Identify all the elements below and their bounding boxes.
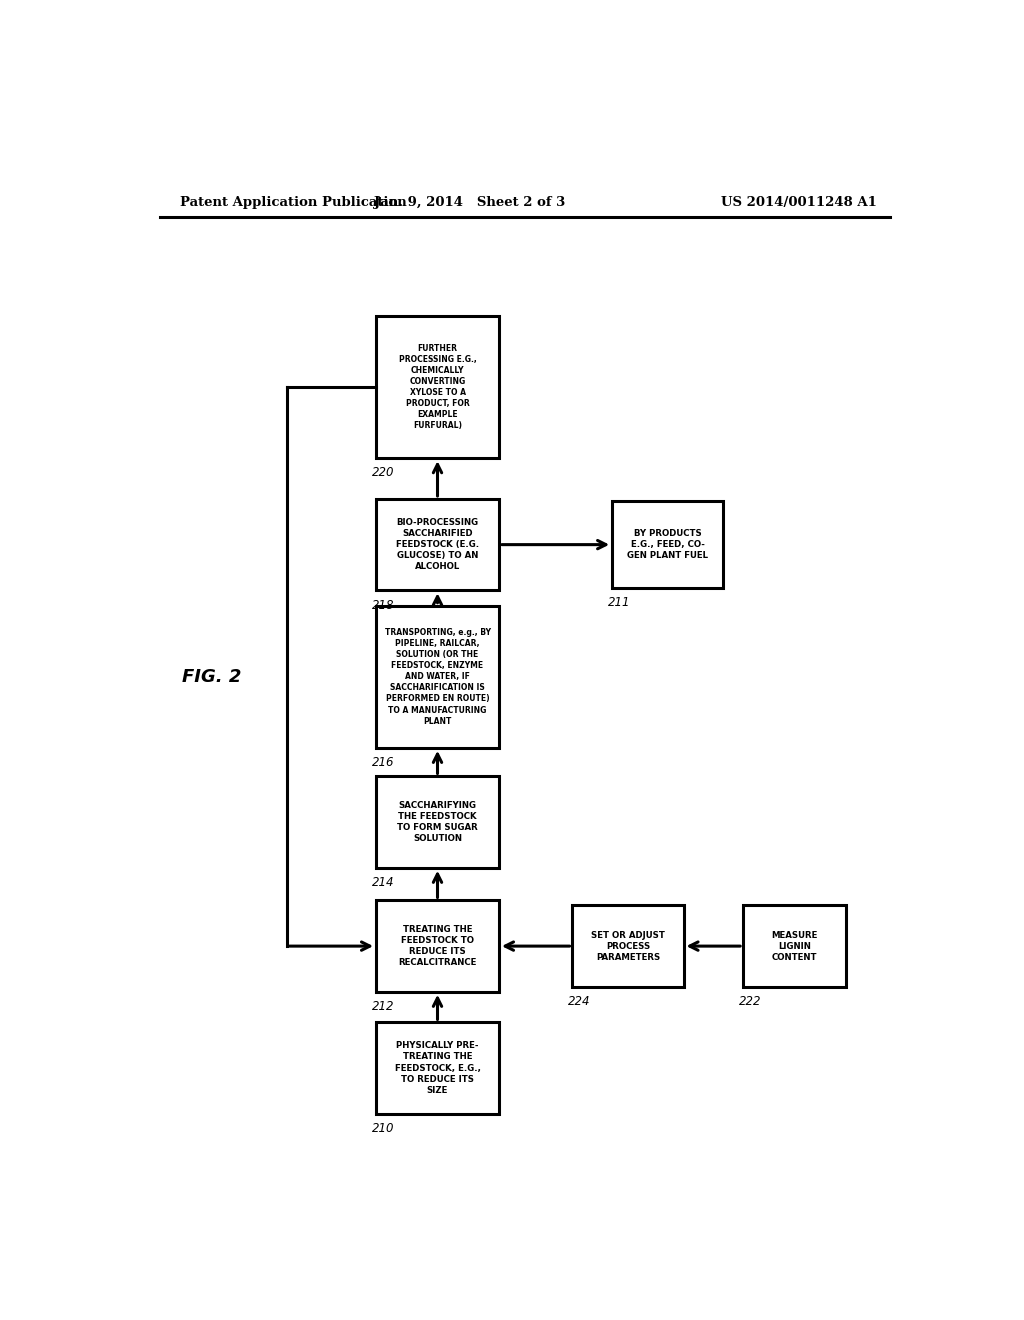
Text: 220: 220 [372, 466, 394, 479]
Text: 214: 214 [372, 876, 394, 888]
Bar [376, 606, 499, 748]
Text: 224: 224 [568, 995, 591, 1008]
Text: 216: 216 [372, 756, 394, 770]
Bar [743, 906, 846, 987]
Bar [376, 499, 499, 590]
Text: FURTHER
PROCESSING E.G.,
CHEMICALLY
CONVERTING
XYLOSE TO A
PRODUCT, FOR
EXAMPLE
: FURTHER PROCESSING E.G., CHEMICALLY CONV… [398, 343, 476, 430]
Bar [376, 776, 499, 867]
Text: 212: 212 [372, 1001, 394, 1012]
Text: TRANSPORTING, e.g., BY
PIPELINE, RAILCAR,
SOLUTION (OR THE
FEEDSTOCK, ENZYME
AND: TRANSPORTING, e.g., BY PIPELINE, RAILCAR… [384, 628, 490, 726]
Text: 210: 210 [372, 1122, 394, 1135]
Text: 211: 211 [608, 595, 631, 609]
Text: SET OR ADJUST
PROCESS
PARAMETERS: SET OR ADJUST PROCESS PARAMETERS [591, 931, 665, 962]
Text: SACCHARIFYING
THE FEEDSTOCK
TO FORM SUGAR
SOLUTION: SACCHARIFYING THE FEEDSTOCK TO FORM SUGA… [397, 801, 478, 843]
Text: BIO-PROCESSING
SACCHARIFIED
FEEDSTOCK (E.G.
GLUCOSE) TO AN
ALCOHOL: BIO-PROCESSING SACCHARIFIED FEEDSTOCK (E… [396, 517, 479, 572]
Bar [572, 906, 684, 987]
Text: BY PRODUCTS
E.G., FEED, CO-
GEN PLANT FUEL: BY PRODUCTS E.G., FEED, CO- GEN PLANT FU… [627, 529, 709, 560]
Text: FIG. 2: FIG. 2 [181, 668, 241, 686]
Text: 218: 218 [372, 598, 394, 611]
Text: TREATING THE
FEEDSTOCK TO
REDUCE ITS
RECALCITRANCE: TREATING THE FEEDSTOCK TO REDUCE ITS REC… [398, 925, 477, 968]
Bar [376, 1022, 499, 1114]
Text: PHYSICALLY PRE-
TREATING THE
FEEDSTOCK, E.G.,
TO REDUCE ITS
SIZE: PHYSICALLY PRE- TREATING THE FEEDSTOCK, … [394, 1041, 480, 1094]
Text: Patent Application Publication: Patent Application Publication [179, 195, 407, 209]
Bar [376, 900, 499, 991]
Text: 222: 222 [739, 995, 762, 1008]
Text: Jan. 9, 2014   Sheet 2 of 3: Jan. 9, 2014 Sheet 2 of 3 [374, 195, 565, 209]
Bar [612, 502, 723, 587]
Bar [376, 315, 499, 458]
Text: MEASURE
LIGNIN
CONTENT: MEASURE LIGNIN CONTENT [771, 931, 818, 962]
Text: US 2014/0011248 A1: US 2014/0011248 A1 [721, 195, 877, 209]
